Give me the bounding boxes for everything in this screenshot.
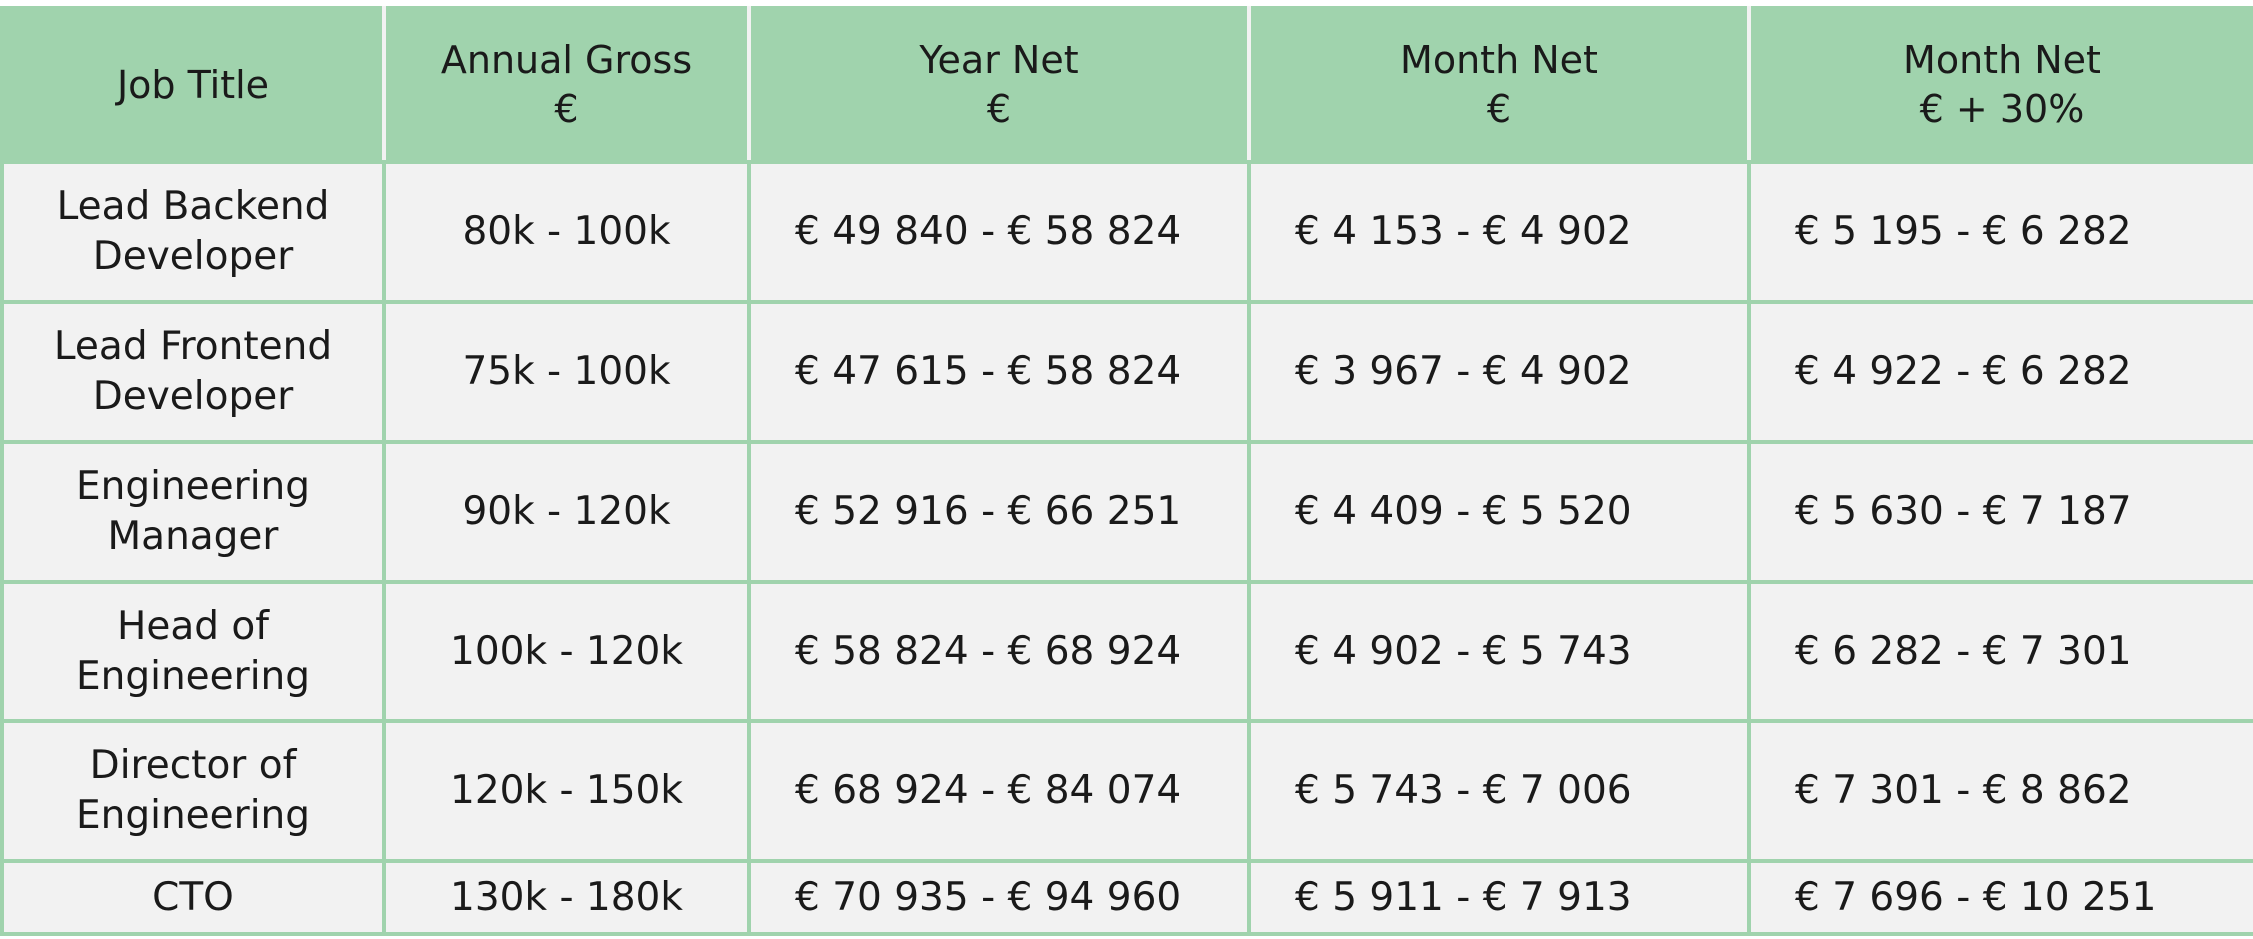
job-title-cell: Lead Frontend Developer — [0, 299, 386, 444]
annual-gross-cell: 80k - 100k — [382, 160, 751, 304]
header-line1: Month Net — [1400, 38, 1598, 82]
header-line1: Job Title — [116, 62, 270, 107]
header-line1: Year Net — [919, 38, 1079, 82]
month-net-cell: € 5 911 - € 7 913 — [1247, 859, 1751, 936]
table-row: Director of Engineering 120k - 150k € 68… — [0, 719, 2253, 864]
table-row: CTO 130k - 180k € 70 935 - € 94 960 € 5 … — [0, 859, 2253, 936]
month-net-30-cell: € 7 696 - € 10 251 — [1747, 859, 2253, 936]
month-net-30-cell: € 5 195 - € 6 282 — [1747, 160, 2253, 304]
job-title-cell: CTO — [0, 859, 386, 936]
header-line1: Month Net — [1903, 38, 2101, 82]
salary-table: Job Title Annual Gross € Year Net € Mont… — [0, 6, 2253, 936]
header-line2: € — [1486, 87, 1512, 131]
table-row: Lead Frontend Developer 75k - 100k € 47 … — [0, 299, 2253, 444]
job-title-cell: Director of Engineering — [0, 719, 386, 864]
month-net-30-cell: € 4 922 - € 6 282 — [1747, 299, 2253, 444]
header-line1: Annual Gross — [440, 38, 693, 82]
table-row: Head of Engineering 100k - 120k € 58 824… — [0, 579, 2253, 724]
salary-table-container: Job Title Annual Gross € Year Net € Mont… — [0, 6, 2253, 936]
table-row: Engineering Manager 90k - 120k € 52 916 … — [0, 439, 2253, 584]
year-net-cell: € 52 916 - € 66 251 — [747, 439, 1251, 584]
month-net-cell: € 3 967 - € 4 902 — [1247, 299, 1751, 444]
table-row: Lead Backend Developer 80k - 100k € 49 8… — [0, 160, 2253, 304]
month-net-cell: € 4 902 - € 5 743 — [1247, 579, 1751, 724]
job-title-cell: Head of Engineering — [0, 579, 386, 724]
year-net-cell: € 58 824 - € 68 924 — [747, 579, 1251, 724]
year-net-cell: € 70 935 - € 94 960 — [747, 859, 1251, 936]
month-net-30-cell: € 6 282 - € 7 301 — [1747, 579, 2253, 724]
month-net-cell: € 4 409 - € 5 520 — [1247, 439, 1751, 584]
month-net-30-cell: € 7 301 - € 8 862 — [1747, 719, 2253, 864]
month-net-cell: € 4 153 - € 4 902 — [1247, 160, 1751, 304]
header-year-net: Year Net € — [747, 6, 1251, 164]
header-line2: € + 30% — [1919, 87, 2085, 131]
header-month-net-30: Month Net € + 30% — [1747, 6, 2253, 164]
header-row: Job Title Annual Gross € Year Net € Mont… — [0, 6, 2253, 164]
header-line2: € — [554, 87, 579, 131]
header-month-net: Month Net € — [1247, 6, 1751, 164]
job-title-cell: Lead Backend Developer — [0, 160, 386, 304]
job-title-cell: Engineering Manager — [0, 439, 386, 584]
year-net-cell: € 68 924 - € 84 074 — [747, 719, 1251, 864]
annual-gross-cell: 75k - 100k — [382, 299, 751, 444]
year-net-cell: € 47 615 - € 58 824 — [747, 299, 1251, 444]
year-net-cell: € 49 840 - € 58 824 — [747, 160, 1251, 304]
month-net-cell: € 5 743 - € 7 006 — [1247, 719, 1751, 864]
month-net-30-cell: € 5 630 - € 7 187 — [1747, 439, 2253, 584]
header-annual-gross: Annual Gross € — [382, 6, 751, 164]
header-job-title: Job Title — [0, 6, 386, 164]
header-line2: € — [986, 87, 1012, 131]
annual-gross-cell: 90k - 120k — [382, 439, 751, 584]
annual-gross-cell: 130k - 180k — [382, 859, 751, 936]
annual-gross-cell: 120k - 150k — [382, 719, 751, 864]
annual-gross-cell: 100k - 120k — [382, 579, 751, 724]
